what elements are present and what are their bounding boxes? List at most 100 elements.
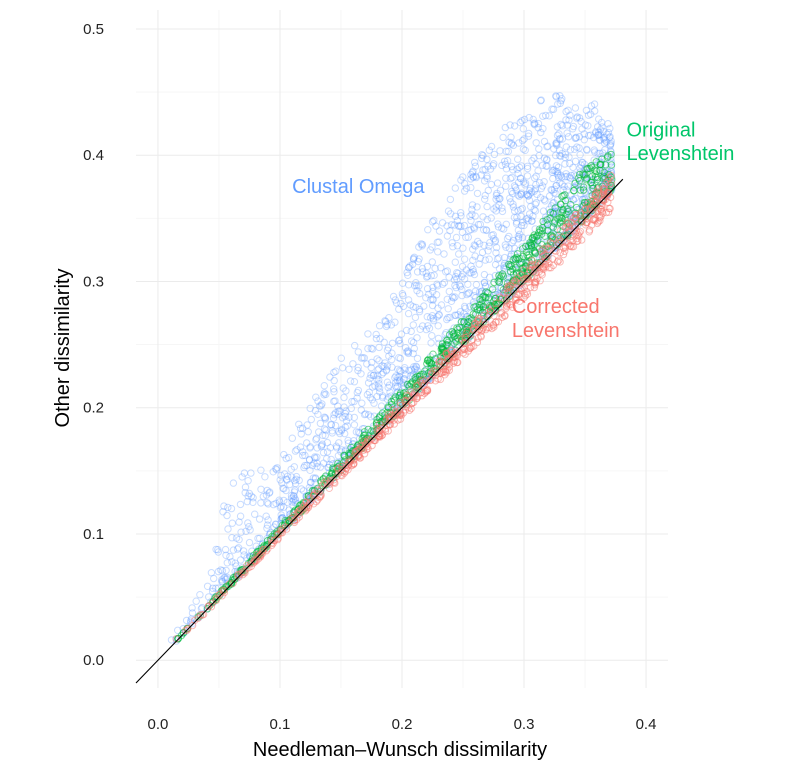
data-point: [277, 502, 285, 511]
data-point: [311, 453, 319, 461]
data-point: [453, 275, 461, 283]
data-point: [344, 458, 353, 466]
data-point: [537, 128, 545, 137]
data-point: [607, 171, 615, 180]
data-point: [595, 136, 603, 144]
data-point: [244, 519, 252, 527]
data-point: [481, 165, 489, 174]
data-point: [483, 215, 491, 224]
data-point: [459, 270, 467, 278]
data-point: [537, 97, 545, 105]
data-point: [327, 420, 335, 429]
data-point: [521, 179, 530, 188]
data-point: [408, 260, 417, 269]
data-point: [245, 523, 253, 531]
data-point: [457, 176, 465, 184]
data-point: [540, 154, 549, 162]
data-point: [527, 184, 535, 193]
data-point: [539, 112, 547, 120]
data-point: [475, 260, 483, 268]
data-point: [412, 282, 421, 290]
data-point: [429, 287, 437, 296]
data-point: [313, 486, 322, 494]
data-point: [513, 213, 521, 222]
data-point: [511, 254, 519, 263]
data-point: [530, 174, 539, 182]
data-point: [430, 271, 438, 279]
data-point: [289, 496, 298, 504]
data-point: [562, 143, 570, 151]
data-point: [323, 455, 331, 463]
data-point: [312, 393, 320, 401]
data-point: [407, 337, 416, 345]
data-point: [502, 182, 510, 190]
data-point: [551, 217, 559, 225]
data-point: [563, 121, 571, 129]
data-point: [480, 279, 489, 287]
data-point: [515, 192, 523, 200]
data-point: [524, 192, 532, 200]
data-point: [495, 254, 503, 262]
data-point: [412, 363, 421, 371]
data-point: [606, 159, 615, 167]
data-point: [534, 167, 542, 175]
data-point: [509, 279, 517, 288]
data-point: [467, 262, 475, 270]
data-point: [306, 466, 314, 474]
data-point: [222, 566, 230, 575]
data-point: [575, 229, 583, 237]
data-point: [388, 355, 396, 364]
data-point: [567, 171, 575, 180]
data-point: [495, 201, 503, 209]
data-point: [434, 304, 442, 312]
data-point: [468, 205, 476, 214]
data-point: [379, 393, 387, 402]
data-point: [572, 134, 580, 142]
data-point: [435, 227, 444, 235]
data-point: [450, 276, 459, 284]
data-point: [364, 411, 373, 419]
annotation-label: Clustal Omega: [292, 176, 425, 198]
data-point: [453, 269, 461, 277]
data-point: [594, 123, 602, 131]
data-point: [394, 373, 402, 382]
data-point: [291, 495, 299, 503]
data-point: [537, 259, 546, 267]
data-point: [561, 160, 569, 168]
data-point: [563, 172, 571, 181]
data-point: [519, 245, 527, 253]
data-point: [490, 160, 498, 168]
data-point: [481, 195, 489, 203]
data-point: [385, 352, 393, 360]
data-point: [444, 207, 453, 215]
data-point: [330, 385, 338, 393]
data-point: [558, 149, 566, 158]
data-point: [514, 226, 523, 235]
data-point: [223, 559, 232, 567]
data-point: [554, 100, 562, 108]
data-point: [235, 535, 243, 544]
data-point: [413, 392, 422, 401]
data-point: [490, 150, 499, 159]
data-point: [514, 235, 523, 243]
data-point: [427, 339, 435, 347]
data-point: [310, 459, 318, 467]
data-point: [371, 382, 379, 390]
data-point: [331, 409, 340, 417]
data-point: [307, 478, 315, 487]
data-point: [451, 258, 459, 266]
data-point: [269, 468, 277, 476]
data-point: [470, 291, 478, 300]
data-point: [339, 384, 347, 392]
data-point: [350, 460, 358, 468]
data-point: [400, 375, 408, 383]
data-point: [340, 403, 348, 411]
data-point: [517, 286, 525, 294]
data-point: [428, 301, 437, 310]
data-point: [505, 232, 513, 241]
data-point: [321, 414, 329, 422]
data-point: [299, 451, 307, 460]
data-point: [459, 173, 467, 181]
data-point: [314, 410, 322, 418]
data-point: [467, 216, 475, 225]
